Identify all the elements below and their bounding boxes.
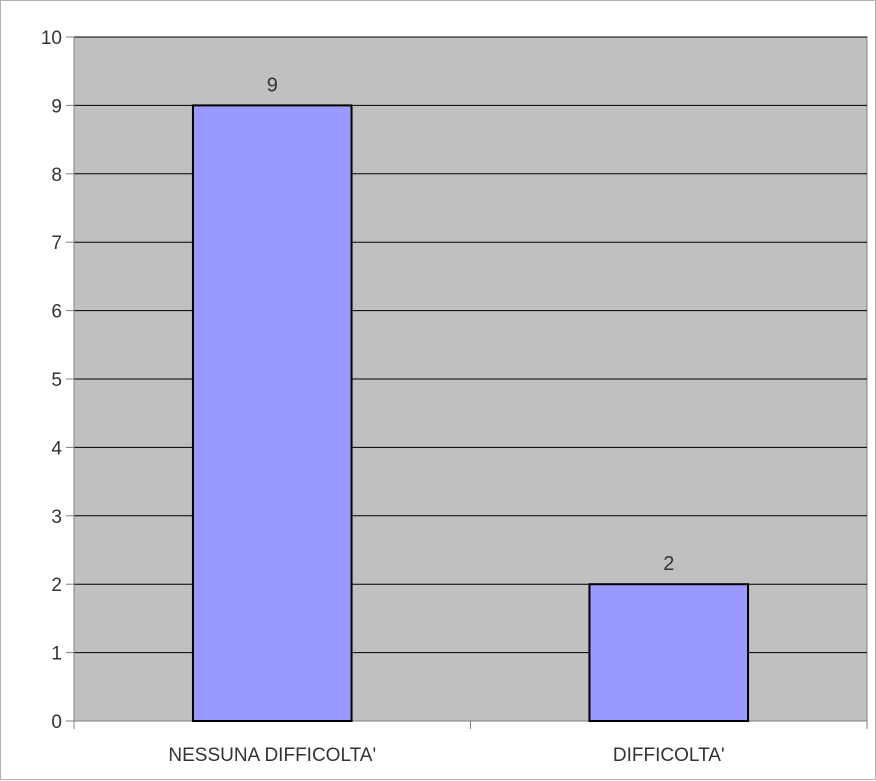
- y-tick-label: 4: [51, 438, 62, 459]
- y-tick-label: 3: [51, 507, 62, 528]
- bar: [191, 104, 353, 722]
- x-category-label: DIFFICOLTA': [613, 745, 725, 766]
- bar: [588, 583, 750, 723]
- y-tick-label: 1: [51, 644, 62, 665]
- x-axis: NESSUNA DIFFICOLTA' DIFFICOLTA': [73, 720, 868, 766]
- y-axis: 0 1 2 3 4 5 6 7 8 9 10: [41, 28, 75, 733]
- y-tick-label: 5: [51, 370, 62, 391]
- y-tick-label: 6: [51, 302, 62, 323]
- y-tick-label: 0: [51, 712, 62, 733]
- y-tick-label: 7: [51, 233, 62, 254]
- y-tick-label: 10: [41, 28, 62, 49]
- y-tick-label: 2: [51, 575, 62, 596]
- data-label: 9: [267, 74, 278, 96]
- y-tick-label: 8: [51, 165, 62, 186]
- bars: [191, 104, 750, 723]
- x-category-label: NESSUNA DIFFICOLTA': [168, 745, 376, 766]
- y-tick-label: 9: [51, 96, 62, 117]
- data-label: 2: [663, 553, 674, 575]
- data-labels: 92: [267, 74, 675, 575]
